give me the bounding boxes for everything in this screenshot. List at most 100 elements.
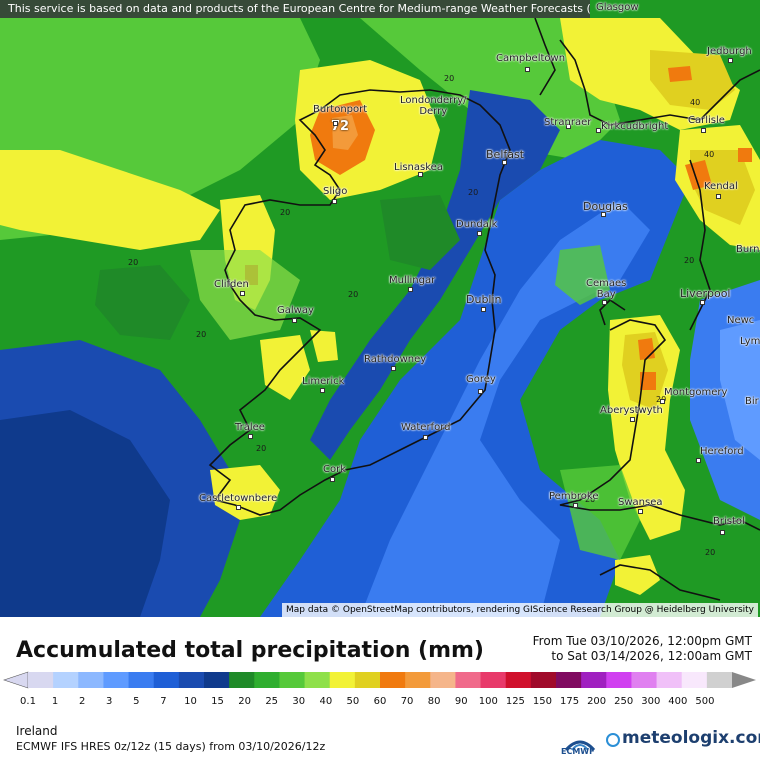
scale-swatch	[681, 672, 708, 688]
city-marker	[696, 458, 701, 463]
scale-swatch	[480, 672, 507, 688]
city-label: Dublin	[466, 293, 502, 306]
scale-swatch	[354, 672, 381, 688]
city-marker	[418, 172, 423, 177]
contour-label: 20	[256, 444, 267, 453]
scale-swatch	[254, 672, 280, 688]
city-marker	[596, 128, 601, 133]
scale-tick-label: 50	[346, 696, 360, 707]
scale-swatch	[279, 672, 306, 688]
scale-tick-label: 90	[454, 696, 468, 707]
city-marker	[248, 434, 253, 439]
date-to: to Sat 03/14/2026, 12:00am GMT	[551, 649, 752, 663]
scale-tick-label: 25	[265, 696, 279, 707]
scale-arrow-high	[732, 672, 756, 688]
scale-swatch	[556, 672, 582, 688]
city-label: Jedburgh	[707, 46, 752, 57]
scale-tick-label: 500	[695, 696, 715, 707]
city-label: Douglas	[583, 200, 628, 213]
city-label: Belfast	[486, 148, 525, 161]
precipitation-field	[0, 17, 760, 617]
scale-tick-label: 20	[238, 696, 251, 707]
city-marker	[423, 435, 428, 440]
city-label: Campbeltown	[496, 53, 566, 64]
model-info: ECMWF IFS HRES 0z/12z (15 days) from 03/…	[16, 740, 326, 753]
chart-title: Accumulated total precipitation (mm)	[16, 638, 484, 663]
scale-swatch	[229, 672, 255, 688]
city-label: Rathdowney	[364, 354, 427, 365]
scale-swatch	[606, 672, 632, 688]
city-marker	[638, 509, 643, 514]
scale-tick-label: 200	[587, 696, 607, 707]
city-marker	[236, 505, 241, 510]
color-scale	[3, 671, 756, 689]
city-label: Cemaes Bay	[586, 278, 627, 300]
scale-tick-label: 125	[505, 696, 525, 707]
scale-tick-label: 0.1	[20, 696, 36, 707]
city-label: Castletownbere	[199, 493, 278, 504]
scale-tick-label: 60	[373, 696, 387, 707]
ecmwf-logo-icon	[564, 740, 596, 752]
city-label: Montgomery	[664, 387, 728, 398]
contour-label: 20	[128, 258, 139, 267]
city-label: Galway	[277, 305, 314, 316]
city-label: Londonderry/ Derry	[400, 95, 467, 117]
city-marker	[408, 287, 413, 292]
city-marker	[481, 307, 486, 312]
scale-swatch	[204, 672, 230, 688]
scale-tick-label: 80	[427, 696, 441, 707]
scale-tick-label: 30	[292, 696, 306, 707]
scale-tick-label: 300	[641, 696, 661, 707]
scale-swatch	[128, 672, 155, 688]
contour-label: 20	[444, 74, 455, 83]
scale-swatch	[103, 672, 130, 688]
city-label: Clifden	[214, 279, 249, 290]
scale-swatch	[28, 672, 54, 688]
city-label: Tralee	[235, 422, 265, 433]
date-range: From Tue 03/10/2026, 12:00pm GMT to Sat …	[533, 634, 752, 664]
city-label: Aberystwyth	[600, 405, 663, 416]
city-label: Kirkcudbright	[601, 121, 669, 132]
city-marker	[728, 58, 733, 63]
city-marker	[660, 399, 665, 404]
ecmwf-logo-label: ECMWF	[561, 747, 595, 756]
scale-tick-label: 250	[614, 696, 634, 707]
city-label: Newc	[727, 315, 755, 326]
city-label: Dundalk	[456, 219, 498, 230]
meteologix-logo[interactable]: meteologix.com	[622, 728, 760, 748]
city-label: Gorey	[466, 374, 496, 385]
contour-label: 20	[196, 330, 207, 339]
contour-label: 20	[705, 548, 716, 557]
scale-swatch	[656, 672, 683, 688]
city-label: Pembroke	[549, 491, 599, 502]
city-marker	[240, 291, 245, 296]
ecmwf-disclaimer: This service is based on data and produc…	[0, 0, 590, 18]
contour-label: 40	[704, 150, 715, 159]
city-marker	[477, 231, 482, 236]
scale-tick-label: 40	[319, 696, 333, 707]
date-from: From Tue 03/10/2026, 12:00pm GMT	[532, 634, 752, 648]
precipitation-map[interactable]: This service is based on data and produc…	[0, 0, 760, 617]
city-label: Limerick	[302, 376, 345, 387]
region-name: Ireland	[16, 724, 58, 738]
city-label: Lym	[740, 336, 760, 347]
scale-swatch	[430, 672, 456, 688]
city-label: Liverpool	[680, 287, 731, 300]
scale-swatch	[153, 672, 180, 688]
city-label: Waterford	[401, 422, 451, 433]
scale-swatch	[329, 672, 356, 688]
city-marker	[478, 389, 483, 394]
scale-swatch	[53, 672, 79, 688]
contour-label: 20	[468, 188, 479, 197]
scale-swatch	[530, 672, 557, 688]
contour-label: 20	[585, 495, 596, 504]
scale-tick-label: 1	[51, 696, 59, 707]
city-marker	[716, 194, 721, 199]
scale-tick-label: 70	[400, 696, 414, 707]
city-marker	[573, 503, 578, 508]
city-label: Cork	[323, 464, 347, 475]
scale-swatch	[78, 672, 104, 688]
city-label: Kendal	[704, 181, 738, 192]
scale-tick-label: 7	[160, 696, 167, 707]
scale-tick-label: 5	[133, 696, 140, 707]
